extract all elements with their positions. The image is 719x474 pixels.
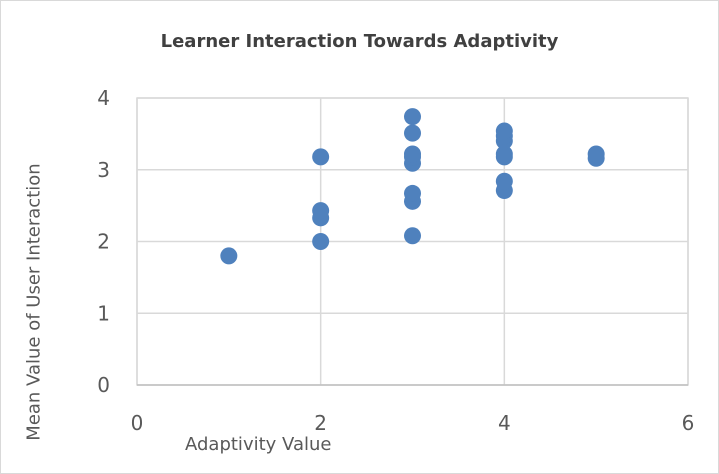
- x-tick-label: 0: [131, 411, 144, 435]
- data-point: [312, 148, 330, 166]
- data-point: [404, 227, 421, 245]
- data-point: [404, 124, 421, 142]
- x-tick-label: 6: [682, 411, 695, 435]
- chart-title: Learner Interaction Towards Adaptivity: [160, 31, 559, 52]
- data-point: [404, 145, 421, 163]
- x-axis-label: Adaptivity Value: [185, 434, 332, 455]
- y-tick-label: 3: [97, 158, 110, 182]
- y-tick-label: 2: [97, 230, 110, 254]
- data-point: [312, 233, 330, 250]
- y-tick-label: 1: [97, 301, 110, 325]
- y-tick-label: 0: [97, 373, 110, 397]
- x-tick-label: 4: [498, 411, 511, 435]
- data-point: [404, 184, 421, 202]
- data-point: [220, 247, 238, 265]
- y-tick-label: 4: [97, 86, 110, 110]
- data-point: [495, 172, 513, 190]
- x-tick-label: 2: [314, 411, 327, 435]
- data-point: [495, 122, 513, 140]
- data-point: [312, 202, 330, 220]
- data-point: [404, 108, 421, 126]
- y-axis-label: Mean Value of User Interaction: [23, 163, 45, 441]
- data-point: [587, 145, 605, 163]
- data-point: [495, 145, 513, 163]
